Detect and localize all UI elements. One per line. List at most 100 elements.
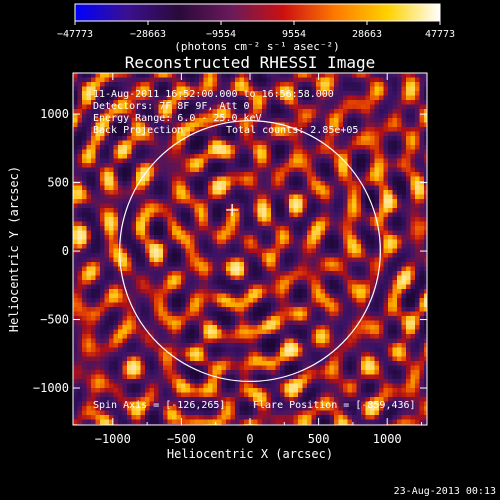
heatmap-cell [338,257,344,263]
heatmap-cell [86,289,92,295]
heatmap-cell [410,181,416,187]
heatmap-cell [208,352,214,358]
heatmap-cell [406,82,412,88]
heatmap-cell [199,262,205,268]
heatmap-cell [347,329,353,335]
heatmap-cell [100,91,106,97]
heatmap-cell [284,149,290,155]
heatmap-cell [82,343,88,349]
heatmap-cell [163,163,169,169]
heatmap-cell [329,199,335,205]
heatmap-cell [271,217,277,223]
heatmap-cell [374,194,380,200]
heatmap-cell [388,109,394,115]
heatmap-cell [307,131,313,137]
heatmap-cell [293,131,299,137]
heatmap-cell [257,253,263,259]
heatmap-cell [266,293,272,299]
heatmap-cell [383,104,389,110]
heatmap-cell [397,347,403,353]
heatmap-cell [329,163,335,169]
heatmap-cell [122,221,128,227]
heatmap-cell [226,343,232,349]
heatmap-cell [316,320,322,326]
heatmap-cell [374,122,380,128]
heatmap-cell [158,352,164,358]
heatmap-cell [158,167,164,173]
heatmap-cell [230,122,236,128]
heatmap-cell [284,77,290,83]
heatmap-cell [280,100,286,106]
heatmap-cell [190,176,196,182]
heatmap-cell [253,302,259,308]
heatmap-cell [221,266,227,272]
heatmap-cell [307,104,313,110]
heatmap-cell [347,334,353,340]
heatmap-cell [397,86,403,92]
heatmap-cell [100,307,106,313]
heatmap-cell [131,239,137,245]
heatmap-cell [343,149,349,155]
heatmap-cell [302,73,308,79]
heatmap-cell [284,248,290,254]
heatmap-cell [343,248,349,254]
heatmap-cell [158,316,164,322]
heatmap-cell [298,284,304,290]
heatmap-cell [244,91,250,97]
heatmap-cell [91,280,97,286]
heatmap-cell [77,248,83,254]
heatmap-cell [158,86,164,92]
heatmap-cell [388,352,394,358]
heatmap-cell [284,163,290,169]
heatmap-cell [154,113,160,119]
heatmap-cell [356,154,362,160]
heatmap-cell [298,212,304,218]
heatmap-cell [302,235,308,241]
heatmap-cell [244,230,250,236]
heatmap-cell [190,311,196,317]
heatmap-cell [334,347,340,353]
heatmap-cell [239,325,245,331]
heatmap-cell [275,185,281,191]
heatmap-cell [118,226,124,232]
heatmap-cell [244,154,250,160]
heatmap-cell [212,239,218,245]
heatmap-cell [86,91,92,97]
heatmap-cell [262,280,268,286]
heatmap-cell [266,311,272,317]
heatmap-cell [401,100,407,106]
heatmap-cell [361,244,367,250]
heatmap-cell [347,293,353,299]
heatmap-cell [104,244,110,250]
heatmap-cell [118,185,124,191]
heatmap-cell [226,239,232,245]
heatmap-cell [172,86,178,92]
heatmap-cell [145,347,151,353]
heatmap-cell [352,284,358,290]
heatmap-cell [140,190,146,196]
heatmap-cell [248,95,254,101]
heatmap-cell [302,320,308,326]
heatmap-cell [284,284,290,290]
heatmap-cell [239,127,245,133]
heatmap-cell [307,122,313,128]
heatmap-cell [221,311,227,317]
heatmap-cell [266,136,272,142]
heatmap-cell [109,158,115,164]
colorbar-strip [74,3,441,22]
heatmap-cell [311,131,317,137]
heatmap-cell [280,217,286,223]
heatmap-cell [365,226,371,232]
heatmap-cell [365,136,371,142]
heatmap-cell [190,154,196,160]
heatmap-cell [226,311,232,317]
heatmap-cell [118,302,124,308]
heatmap-cell [302,140,308,146]
heatmap-cell [163,257,169,263]
heatmap-cell [217,109,223,115]
heatmap-cell [262,167,268,173]
heatmap-cell [230,149,236,155]
heatmap-cell [415,203,421,209]
heatmap-cell [221,280,227,286]
heatmap-cell [199,289,205,295]
